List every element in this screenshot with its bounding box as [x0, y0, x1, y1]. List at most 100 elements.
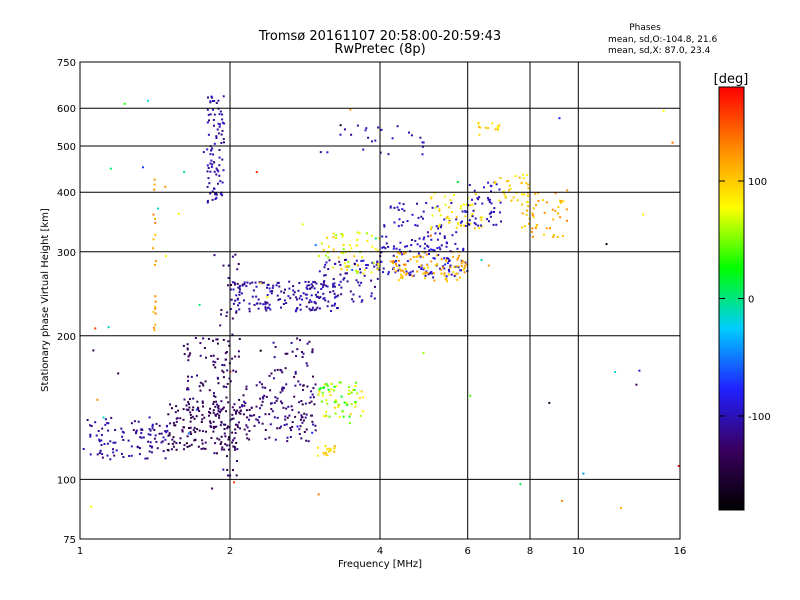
data-point	[218, 438, 221, 441]
data-point	[229, 308, 232, 310]
data-point	[299, 303, 302, 306]
data-point	[255, 405, 258, 408]
data-point	[440, 268, 443, 271]
data-point	[490, 210, 493, 213]
data-point	[476, 197, 479, 200]
data-point	[266, 283, 269, 286]
data-point	[401, 274, 404, 277]
data-point	[151, 423, 154, 426]
data-point	[211, 163, 214, 166]
data-point	[354, 405, 357, 408]
data-point	[96, 453, 99, 456]
data-point	[253, 424, 256, 427]
data-point	[210, 355, 213, 357]
data-point	[284, 288, 286, 291]
data-point	[456, 247, 459, 250]
data-point	[487, 181, 490, 184]
data-point	[348, 422, 351, 425]
data-point	[227, 340, 230, 343]
data-point	[193, 439, 196, 442]
data-point	[306, 385, 309, 388]
data-point	[167, 413, 170, 416]
data-point	[479, 216, 482, 219]
data-point	[232, 417, 235, 420]
data-point	[437, 254, 440, 256]
data-point	[333, 304, 336, 307]
data-point	[489, 215, 492, 218]
data-point	[412, 274, 415, 277]
data-point	[297, 380, 300, 383]
data-point	[333, 445, 336, 448]
data-point	[315, 282, 318, 285]
data-point	[216, 412, 219, 415]
data-point	[190, 433, 193, 435]
data-point	[220, 313, 222, 316]
data-point	[446, 215, 449, 218]
data-point	[415, 255, 418, 258]
data-point	[212, 394, 215, 397]
data-point	[236, 460, 238, 462]
data-point	[261, 400, 264, 403]
data-point	[208, 389, 211, 392]
data-point	[158, 424, 161, 427]
data-point	[208, 119, 210, 122]
data-point	[153, 183, 156, 186]
data-point	[181, 429, 184, 432]
data-point	[255, 418, 258, 421]
data-point	[200, 447, 203, 450]
data-point	[582, 472, 585, 475]
data-point	[202, 447, 205, 450]
data-point	[455, 218, 458, 221]
data-point	[219, 411, 221, 414]
data-point	[301, 403, 304, 406]
data-point	[106, 442, 109, 445]
data-point	[327, 256, 330, 259]
data-point	[301, 351, 303, 353]
data-point	[299, 425, 302, 428]
data-point	[443, 195, 446, 198]
data-point	[411, 270, 414, 273]
data-point	[395, 247, 398, 250]
data-point	[269, 308, 272, 311]
data-point	[238, 291, 241, 294]
data-point	[154, 260, 157, 263]
data-point	[339, 263, 342, 266]
data-point	[153, 429, 156, 431]
data-point	[398, 252, 401, 255]
data-point	[330, 383, 333, 385]
data-point	[140, 432, 143, 435]
data-point	[396, 251, 399, 254]
data-point	[213, 392, 215, 395]
data-point	[346, 264, 349, 267]
data-point	[220, 309, 223, 311]
data-point	[110, 416, 113, 419]
data-point	[457, 266, 460, 269]
data-point	[212, 119, 215, 121]
data-point	[231, 431, 234, 434]
data-point	[225, 444, 228, 447]
data-point	[151, 427, 154, 430]
data-point	[562, 200, 565, 203]
data-point	[561, 235, 564, 238]
data-point	[294, 415, 297, 418]
stats-line-o: mean, sd,O:-104.8, 21.6	[608, 35, 718, 45]
data-point	[526, 192, 529, 195]
data-point	[323, 280, 326, 283]
data-point	[246, 426, 249, 429]
data-point	[256, 419, 259, 422]
data-point	[192, 406, 195, 409]
data-point	[409, 271, 412, 274]
data-point	[333, 385, 336, 388]
data-point	[402, 221, 405, 224]
data-point	[323, 266, 326, 269]
data-point	[527, 194, 529, 197]
data-point	[535, 204, 537, 206]
data-point	[310, 400, 313, 403]
data-point	[211, 487, 214, 490]
data-point	[220, 409, 223, 412]
data-point	[168, 432, 171, 435]
data-point	[323, 415, 325, 418]
data-point	[298, 401, 301, 404]
data-point	[142, 166, 144, 169]
data-point	[215, 400, 218, 403]
